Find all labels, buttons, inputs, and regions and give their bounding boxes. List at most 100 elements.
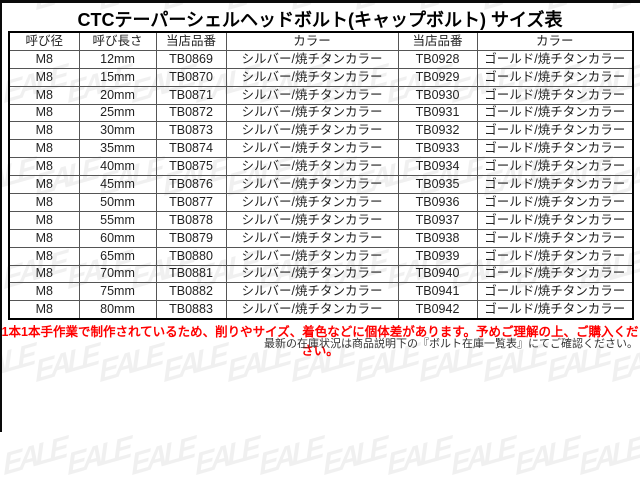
cell-part-number-silver: TB0882 <box>155 282 227 302</box>
cell-part-number-gold: TB0928 <box>397 49 478 69</box>
cell-part-number-silver: TB0876 <box>155 175 227 195</box>
cell-nominal-length: 60mm <box>78 228 157 248</box>
cell-part-number-gold: TB0938 <box>397 228 478 248</box>
cell-part-number-silver: TB0874 <box>155 139 227 159</box>
table-row: M8 20mm TB0871 シルバー/焼チタンカラー TB0930 ゴールド/焼チタンカ… <box>8 85 634 105</box>
cell-nominal-length: 15mm <box>78 67 157 87</box>
cell-part-number-silver: TB0878 <box>155 210 227 230</box>
cell-nominal-diameter: M8 <box>8 300 80 320</box>
brand-watermark: EALE <box>194 430 258 483</box>
cell-part-number-gold: TB0931 <box>397 103 478 123</box>
cell-part-number-gold: TB0930 <box>397 85 478 105</box>
cell-color-gold: ゴールド/焼チタンカラー <box>476 139 634 159</box>
cell-part-number-gold: TB0932 <box>397 121 478 141</box>
cell-color-silver: シルバー/焼チタンカラー <box>225 85 399 105</box>
cell-color-silver: シルバー/焼チタンカラー <box>225 175 399 195</box>
cell-color-silver: シルバー/焼チタンカラー <box>225 210 399 230</box>
cell-nominal-length: 40mm <box>78 157 157 177</box>
cell-nominal-length: 35mm <box>78 139 157 159</box>
cell-nominal-length: 75mm <box>78 282 157 302</box>
col-header-color-gold: カラー <box>476 31 634 51</box>
cell-part-number-silver: TB0869 <box>155 49 227 69</box>
cell-color-silver: シルバー/焼チタンカラー <box>225 67 399 87</box>
table-row: M8 30mm TB0873 シルバー/焼チタンカラー TB0932 ゴールド/焼チタンカ… <box>8 121 634 141</box>
cell-part-number-gold: TB0941 <box>397 282 478 302</box>
cell-part-number-silver: TB0875 <box>155 157 227 177</box>
cell-nominal-diameter: M8 <box>8 193 80 212</box>
col-header-part-number-silver: 当店品番 <box>155 31 227 51</box>
cell-nominal-length: 65mm <box>78 246 157 266</box>
cell-nominal-diameter: M8 <box>8 175 80 195</box>
cell-color-silver: シルバー/焼チタンカラー <box>225 228 399 248</box>
table-row: M8 60mm TB0879 シルバー/焼チタンカラー TB0938 ゴールド/焼チタンカ… <box>8 228 634 248</box>
table-row: M8 25mm TB0872 シルバー/焼チタンカラー TB0931 ゴールド/焼チタンカ… <box>8 103 634 123</box>
cell-color-silver: シルバー/焼チタンカラー <box>225 193 399 212</box>
cell-part-number-silver: TB0883 <box>155 300 227 320</box>
col-header-nominal-diameter: 呼び径 <box>8 31 80 51</box>
table-row: M8 55mm TB0878 シルバー/焼チタンカラー TB0937 ゴールド/焼チタンカ… <box>8 210 634 230</box>
cell-nominal-diameter: M8 <box>8 121 80 141</box>
brand-watermark: EALE <box>578 430 640 483</box>
cell-part-number-gold: TB0942 <box>397 300 478 320</box>
table-row: M8 80mm TB0883 シルバー/焼チタンカラー TB0942 ゴールド/焼チタンカ… <box>8 300 634 320</box>
brand-watermark: EALE <box>322 430 386 483</box>
cell-nominal-diameter: M8 <box>8 264 80 284</box>
stock-check-note: 最新の在庫状況は商品説明下の『ボルト在庫一覧表』にてご確認ください。 <box>264 338 638 350</box>
cell-color-gold: ゴールド/焼チタンカラー <box>476 121 634 141</box>
cell-color-silver: シルバー/焼チタンカラー <box>225 282 399 302</box>
cell-color-gold: ゴールド/焼チタンカラー <box>476 49 634 69</box>
cell-part-number-silver: TB0879 <box>155 228 227 248</box>
size-table: 呼び径 呼び長さ 当店品番 カラー 当店品番 カラー M8 12mm TB0869 シ… <box>8 31 634 321</box>
table-row: M8 70mm TB0881 シルバー/焼チタンカラー TB0940 ゴールド/焼チタンカ… <box>8 264 634 284</box>
brand-watermark: EALE <box>450 430 514 483</box>
cell-part-number-silver: TB0871 <box>155 85 227 105</box>
cell-part-number-silver: TB0877 <box>155 193 227 212</box>
photo-top-edge <box>0 0 640 3</box>
cell-part-number-silver: TB0872 <box>155 103 227 123</box>
brand-watermark: EALE <box>514 430 578 483</box>
cell-color-silver: シルバー/焼チタンカラー <box>225 157 399 177</box>
table-row: M8 35mm TB0874 シルバー/焼チタンカラー TB0933 ゴールド/焼チタンカ… <box>8 139 634 159</box>
photo-left-edge <box>0 0 2 432</box>
cell-nominal-length: 25mm <box>78 103 157 123</box>
cell-nominal-length: 80mm <box>78 300 157 320</box>
cell-color-gold: ゴールド/焼チタンカラー <box>476 103 634 123</box>
cell-part-number-gold: TB0934 <box>397 157 478 177</box>
cell-part-number-gold: TB0940 <box>397 264 478 284</box>
cell-color-gold: ゴールド/焼チタンカラー <box>476 193 634 212</box>
cell-nominal-diameter: M8 <box>8 157 80 177</box>
cell-nominal-diameter: M8 <box>8 228 80 248</box>
cell-color-gold: ゴールド/焼チタンカラー <box>476 210 634 230</box>
cell-nominal-diameter: M8 <box>8 210 80 230</box>
cell-nominal-length: 70mm <box>78 264 157 284</box>
cell-color-silver: シルバー/焼チタンカラー <box>225 103 399 123</box>
cell-part-number-gold: TB0939 <box>397 246 478 266</box>
col-header-color-silver: カラー <box>225 31 399 51</box>
cell-color-silver: シルバー/焼チタンカラー <box>225 246 399 266</box>
cell-nominal-diameter: M8 <box>8 103 80 123</box>
cell-color-gold: ゴールド/焼チタンカラー <box>476 282 634 302</box>
cell-color-gold: ゴールド/焼チタンカラー <box>476 264 634 284</box>
brand-watermark: EALE <box>386 430 450 483</box>
table-row: M8 15mm TB0870 シルバー/焼チタンカラー TB0929 ゴールド/焼チタンカ… <box>8 67 634 87</box>
cell-color-silver: シルバー/焼チタンカラー <box>225 300 399 320</box>
header-row: 呼び径 呼び長さ 当店品番 カラー 当店品番 カラー <box>8 31 634 51</box>
cell-color-gold: ゴールド/焼チタンカラー <box>476 300 634 320</box>
cell-part-number-gold: TB0929 <box>397 67 478 87</box>
cell-nominal-length: 20mm <box>78 85 157 105</box>
brand-watermark: EALE <box>258 430 322 483</box>
table-row: M8 40mm TB0875 シルバー/焼チタンカラー TB0934 ゴールド/焼チタンカ… <box>8 157 634 177</box>
cell-part-number-silver: TB0881 <box>155 264 227 284</box>
cell-nominal-length: 12mm <box>78 49 157 69</box>
table-row: M8 75mm TB0882 シルバー/焼チタンカラー TB0941 ゴールド/焼チタンカ… <box>8 282 634 302</box>
cell-color-gold: ゴールド/焼チタンカラー <box>476 85 634 105</box>
table-row: M8 45mm TB0876 シルバー/焼チタンカラー TB0935 ゴールド/焼チタンカ… <box>8 175 634 195</box>
brand-watermark: EALE <box>130 430 194 483</box>
cell-part-number-silver: TB0880 <box>155 246 227 266</box>
page-title: CTCテーパーシェルヘッドボルト(キャップボルト) サイズ表 <box>77 10 563 30</box>
cell-color-silver: シルバー/焼チタンカラー <box>225 264 399 284</box>
table-row: M8 12mm TB0869 シルバー/焼チタンカラー TB0928 ゴールド/焼チタンカ… <box>8 49 634 69</box>
cell-color-silver: シルバー/焼チタンカラー <box>225 121 399 141</box>
cell-part-number-gold: TB0936 <box>397 193 478 212</box>
cell-nominal-length: 55mm <box>78 210 157 230</box>
